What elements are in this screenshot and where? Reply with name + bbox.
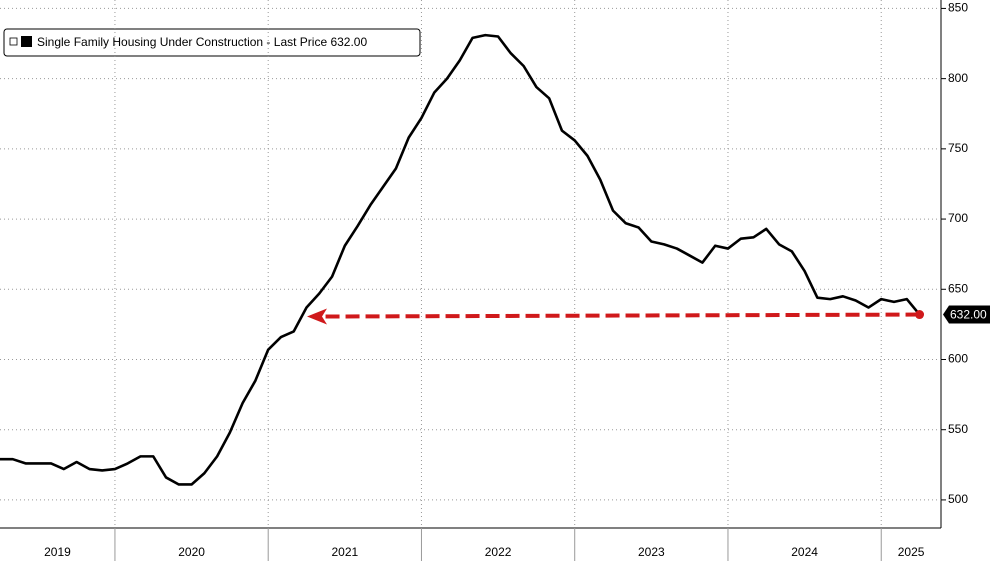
x-tick-label: 2022 [485,545,512,559]
legend-swatch [21,36,32,47]
x-tick-label: 2020 [178,545,205,559]
x-tick-label: 2021 [331,545,358,559]
x-tick-label: 2025 [898,545,925,559]
y-tick-label: 850 [948,1,968,15]
x-tick-label: 2019 [44,545,71,559]
y-tick-label: 650 [948,281,968,295]
x-tick-label: 2024 [791,545,818,559]
y-tick-label: 550 [948,422,968,436]
y-tick-label: 500 [948,492,968,506]
y-tick-label: 700 [948,211,968,225]
arrow-head [307,308,327,325]
x-tick-label: 2023 [638,545,665,559]
data-line [0,33,921,486]
last-price-tag [943,305,990,324]
y-tick-label: 800 [948,71,968,85]
legend-toggle [9,37,18,46]
last-price-label: 632.00 [950,308,987,322]
y-tick-label: 750 [948,141,968,155]
legend-label: Single Family Housing Under Construction… [37,35,367,49]
last-point [915,310,925,320]
legend-box [3,28,421,57]
y-tick-label: 600 [948,352,968,366]
legend: Single Family Housing Under Construction… [3,28,421,57]
